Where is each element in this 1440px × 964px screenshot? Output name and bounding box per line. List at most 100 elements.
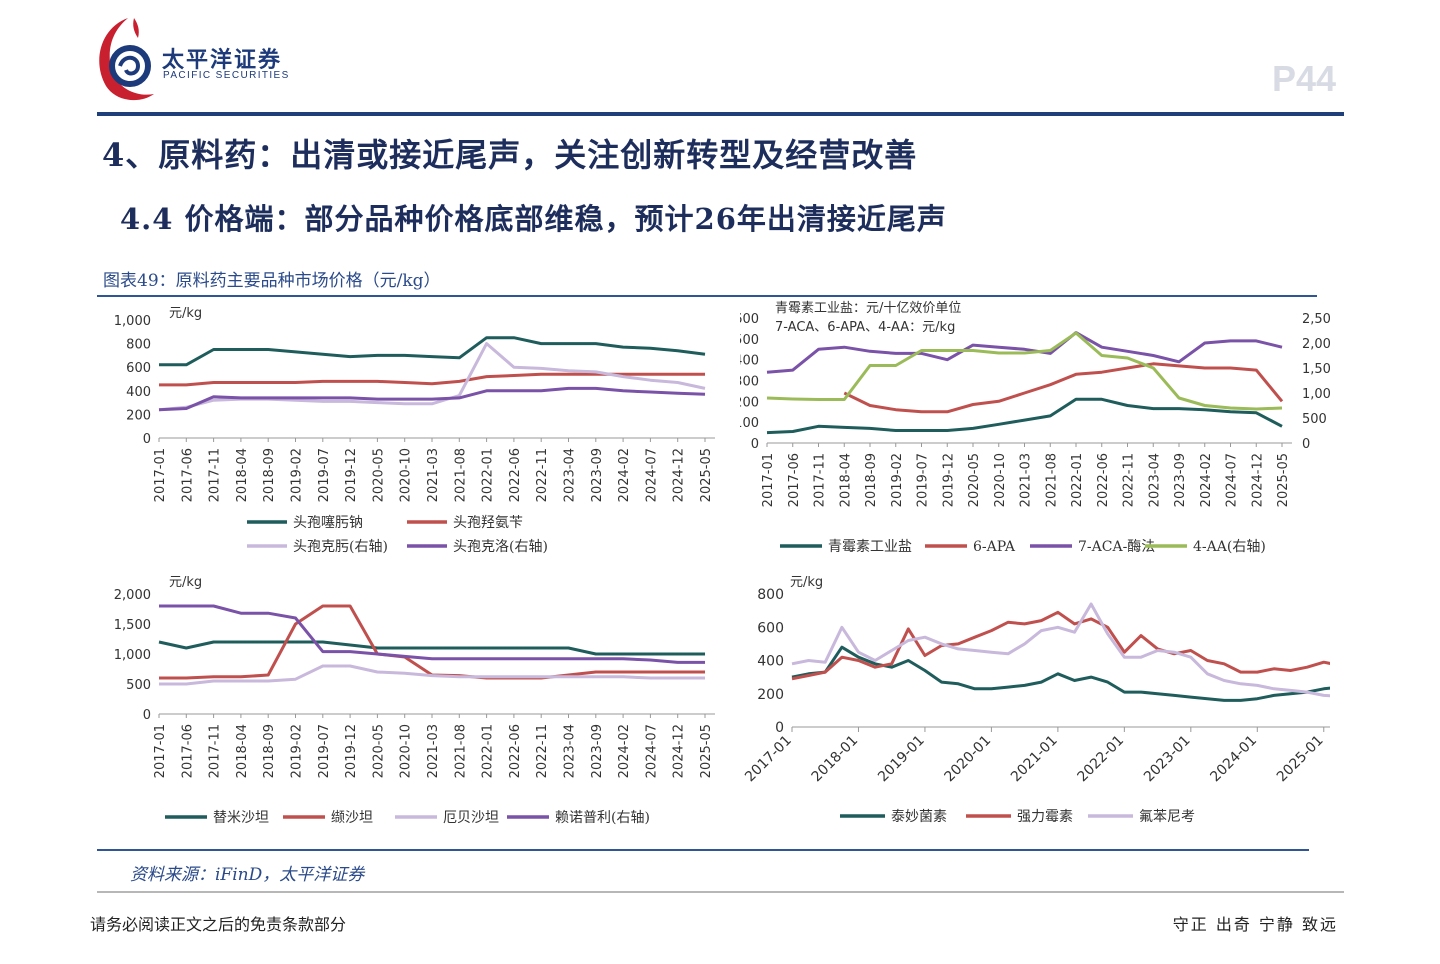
x-tick-label: 2024-07 — [644, 448, 659, 502]
x-tick-label: 2019-02 — [290, 448, 305, 502]
x-tick-label: 2024-02 — [617, 724, 632, 778]
y-tick-label: 2,000 — [114, 588, 151, 603]
x-tick-label: 2021-03 — [1019, 453, 1034, 507]
legend-label: 强力霉素 — [1017, 809, 1073, 825]
series-line-0 — [158, 640, 705, 656]
unit-label: 元/kg — [790, 575, 823, 590]
x-tick-label: 2024-01 — [1207, 733, 1260, 786]
x-tick-label: 2017-11 — [813, 453, 828, 507]
x-tick-label: 2022-01 — [481, 724, 496, 778]
x-tick-label: 2017-06 — [180, 448, 195, 502]
legend: 替米沙坦 缬沙坦 厄贝沙坦 赖诺普利(右轴) — [165, 810, 650, 826]
x-tick-label: 2018-09 — [262, 724, 277, 778]
x-tick-label: 2017-06 — [180, 724, 195, 778]
y-tick-label: 0 — [775, 720, 784, 736]
legend-label: 泰妙菌素 — [891, 809, 947, 825]
y-tick-label: 0 — [143, 432, 151, 447]
y2-tick-label: 1,500 — [1302, 362, 1330, 377]
x-tick-label: 2021-08 — [453, 724, 468, 778]
x-tick-label: 2018-01 — [809, 733, 862, 786]
y-tick-label: 200 — [757, 687, 784, 703]
series-line-2 — [791, 602, 1330, 698]
x-tick-label: 2025-01 — [1274, 733, 1327, 786]
x-tick-label: 2020-05 — [371, 724, 386, 778]
x-tick-label: 2021-03 — [426, 448, 441, 502]
y2-tick-label: 0 — [1302, 437, 1310, 452]
chart-veterinary-antibiotics: 元/kg 0 200 400 600 800 2017-01 2018-01 2019-01 20… — [742, 575, 1330, 825]
y-tick-label: 200 — [126, 408, 151, 423]
series-line-2 — [766, 331, 1283, 374]
x-tick-label: 2018-09 — [864, 453, 879, 507]
unit-label: 7-ACA、6-APA、4-AA：元/kg — [775, 320, 955, 335]
legend-label: 缬沙坦 — [331, 810, 373, 826]
y-tick-label: 600 — [126, 361, 151, 376]
series-line-3 — [766, 331, 1283, 411]
section-title: 4、原料药：出清或接近尾声，关注创新转型及经营改善 — [102, 136, 918, 174]
y-tick-label: 300 — [740, 375, 759, 390]
y-tick-label: 0 — [143, 708, 151, 723]
x-tick-label: 2017-01 — [153, 724, 168, 778]
y2-tick-label: 1,000 — [1302, 387, 1330, 402]
x-tick-label: 2024-02 — [1199, 453, 1214, 507]
legend-label: 青霉素工业盐 — [828, 539, 912, 555]
x-tick-label: 2024-02 — [617, 448, 632, 502]
x-tick-label: 2017-01 — [153, 448, 168, 502]
y-tick-label: 400 — [740, 354, 759, 369]
x-tick-label: 2023-04 — [1147, 453, 1162, 507]
legend-label: 头孢噻肟钠 — [293, 514, 363, 531]
x-tick-label: 2022-11 — [535, 724, 550, 778]
x-tick-label: 2022-06 — [1096, 453, 1111, 507]
x-tick-label: 2023-09 — [590, 724, 605, 778]
x-tick-label: 2025-05 — [1276, 453, 1291, 507]
x-tick-label: 2024-12 — [1250, 453, 1265, 507]
y-tick-label: 600 — [757, 620, 784, 636]
x-tick-label: 2021-08 — [453, 448, 468, 502]
x-tick-label: 2023-09 — [1173, 453, 1188, 507]
x-tick-label: 2020-01 — [942, 733, 995, 786]
x-tick-label: 2022-06 — [508, 448, 523, 502]
company-name-en: PACIFIC SECURITIES — [163, 70, 290, 81]
data-source: 资料来源：iFinD，太平洋证券 — [130, 865, 365, 885]
y-tick-label: 200 — [740, 395, 759, 410]
x-tick-label: 2020-10 — [399, 724, 414, 778]
y-tick-label: 500 — [126, 678, 151, 693]
x-tick-label: 2021-03 — [426, 724, 441, 778]
legend-label: 头孢羟氨苄 — [453, 515, 523, 531]
x-tick-label: 2018-04 — [235, 448, 250, 502]
x-tick-label: 2017-01 — [742, 733, 795, 786]
x-tick-label: 2024-12 — [672, 724, 687, 778]
series-line-0 — [159, 336, 706, 367]
x-tick-label: 2017-11 — [208, 724, 223, 778]
x-tick-label: 2022-01 — [1070, 453, 1085, 507]
legend-label: 氟苯尼考 — [1139, 808, 1195, 825]
legend-label: 头孢克洛(右轴) — [453, 539, 548, 555]
x-tick-label: 2019-07 — [317, 724, 332, 778]
page-number: P44 — [1271, 58, 1336, 99]
y-tick-label: 1,000 — [114, 314, 151, 329]
x-tick-label: 2017-11 — [208, 448, 223, 502]
chart-cephalosporin-prices: 元/kg02004006008001,00001,0002,0003,0004,… — [114, 306, 715, 555]
disclaimer-note: 请务必阅读正文之后的免责条款部分 — [90, 915, 347, 934]
series-line-1 — [843, 362, 1284, 414]
y-tick-label: 800 — [757, 587, 784, 603]
x-tick-label: 2022-06 — [508, 724, 523, 778]
x-tick-label: 2019-12 — [344, 724, 359, 778]
legend-label: 赖诺普利(右轴) — [555, 810, 650, 826]
x-tick-label: 2022-01 — [1075, 733, 1128, 786]
legend: 青霉素工业盐 6-APA 7-ACA-酶法 4-AA(右轴) — [780, 539, 1266, 555]
series-line-3 — [158, 386, 706, 412]
x-tick-label: 2017-01 — [761, 453, 776, 507]
x-tick-label: 2021-08 — [1044, 453, 1059, 507]
unit-label: 元/kg — [169, 306, 202, 321]
y-tick-label: 0 — [751, 437, 759, 452]
y2-tick-label: 2,000 — [1302, 337, 1330, 352]
x-tick-label: 2022-11 — [535, 448, 550, 502]
pacific-securities-logo-icon — [99, 18, 154, 101]
x-tick-label: 2025-05 — [699, 724, 714, 778]
figure-top-divider — [97, 295, 1317, 297]
header-divider — [97, 112, 1344, 116]
y-tick-label: 500 — [740, 333, 759, 348]
company-motto: 守正 出奇 宁静 致远 — [1172, 915, 1338, 934]
x-tick-label: 2021-01 — [1008, 733, 1061, 786]
